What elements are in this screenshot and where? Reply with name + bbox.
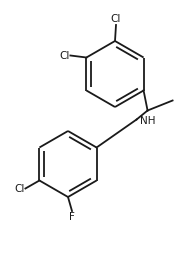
Text: Cl: Cl <box>111 14 121 24</box>
Text: F: F <box>69 212 75 222</box>
Text: NH: NH <box>140 116 155 126</box>
Text: Cl: Cl <box>59 51 69 61</box>
Text: Cl: Cl <box>14 184 24 195</box>
